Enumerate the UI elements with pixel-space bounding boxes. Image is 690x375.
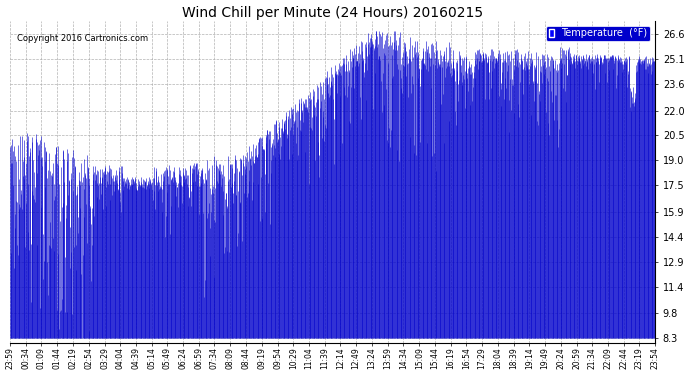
Legend: Temperature  (°F): Temperature (°F): [546, 26, 650, 41]
Title: Wind Chill per Minute (24 Hours) 20160215: Wind Chill per Minute (24 Hours) 2016021…: [182, 6, 483, 20]
Text: Copyright 2016 Cartronics.com: Copyright 2016 Cartronics.com: [17, 34, 148, 43]
